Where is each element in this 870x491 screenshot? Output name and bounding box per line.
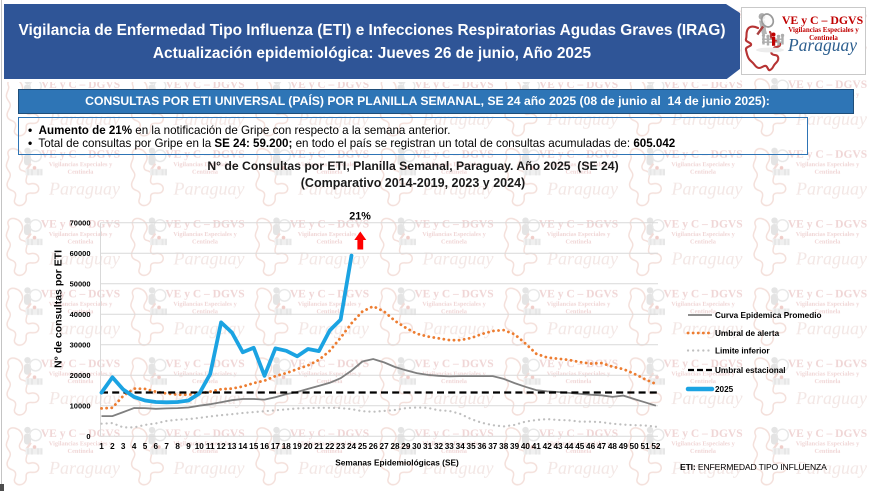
svg-text:Limite inferior: Limite inferior bbox=[715, 347, 770, 356]
svg-text:20: 20 bbox=[303, 442, 313, 451]
svg-text:30: 30 bbox=[412, 442, 422, 451]
svg-text:40000: 40000 bbox=[70, 310, 91, 319]
svg-text:43: 43 bbox=[553, 442, 563, 451]
svg-text:51: 51 bbox=[640, 442, 650, 451]
svg-text:44: 44 bbox=[564, 442, 574, 451]
svg-text:39: 39 bbox=[510, 442, 520, 451]
svg-text:17: 17 bbox=[271, 442, 281, 451]
svg-text:6: 6 bbox=[154, 442, 159, 451]
svg-text:22: 22 bbox=[325, 442, 335, 451]
svg-text:47: 47 bbox=[597, 442, 607, 451]
svg-text:35: 35 bbox=[467, 442, 477, 451]
svg-text:ETI: ENFERMEDAD TIPO INFLUENZA: ETI: ENFERMEDAD TIPO INFLUENZA bbox=[680, 462, 827, 472]
svg-text:31: 31 bbox=[423, 442, 433, 451]
svg-text:40: 40 bbox=[521, 442, 531, 451]
svg-text:13: 13 bbox=[227, 442, 237, 451]
svg-text:Umbral estacional: Umbral estacional bbox=[715, 366, 786, 375]
svg-text:3: 3 bbox=[121, 442, 126, 451]
svg-text:25: 25 bbox=[358, 442, 368, 451]
svg-text:1: 1 bbox=[99, 442, 104, 451]
svg-text:36: 36 bbox=[477, 442, 487, 451]
svg-text:27: 27 bbox=[380, 442, 390, 451]
svg-text:33: 33 bbox=[445, 442, 455, 451]
svg-text:37: 37 bbox=[488, 442, 498, 451]
svg-text:8: 8 bbox=[175, 442, 180, 451]
svg-text:Curva Epidemica Promedio: Curva Epidemica Promedio bbox=[715, 311, 821, 320]
svg-text:29: 29 bbox=[401, 442, 411, 451]
svg-text:45: 45 bbox=[575, 442, 585, 451]
svg-text:2025: 2025 bbox=[715, 385, 734, 394]
svg-text:0: 0 bbox=[86, 432, 90, 441]
svg-text:38: 38 bbox=[499, 442, 509, 451]
svg-text:9: 9 bbox=[186, 442, 191, 451]
svg-text:24: 24 bbox=[347, 442, 357, 451]
svg-text:48: 48 bbox=[608, 442, 618, 451]
svg-text:Semanas Epidemiológicas (SE): Semanas Epidemiológicas (SE) bbox=[335, 458, 459, 468]
svg-text:19: 19 bbox=[293, 442, 303, 451]
svg-text:4: 4 bbox=[132, 442, 137, 451]
svg-text:18: 18 bbox=[282, 442, 292, 451]
svg-text:15: 15 bbox=[249, 442, 259, 451]
svg-text:32: 32 bbox=[434, 442, 444, 451]
svg-text:52: 52 bbox=[651, 442, 661, 451]
svg-text:2: 2 bbox=[110, 442, 115, 451]
svg-text:N° de consultas por ETI: N° de consultas por ETI bbox=[53, 250, 65, 368]
svg-text:70000: 70000 bbox=[70, 218, 91, 227]
svg-text:26: 26 bbox=[369, 442, 379, 451]
svg-text:20000: 20000 bbox=[70, 371, 91, 380]
svg-text:11: 11 bbox=[206, 442, 215, 451]
svg-text:21: 21 bbox=[314, 442, 324, 451]
svg-text:34: 34 bbox=[456, 442, 466, 451]
svg-text:14: 14 bbox=[238, 442, 248, 451]
svg-text:46: 46 bbox=[586, 442, 596, 451]
svg-text:10: 10 bbox=[195, 442, 205, 451]
svg-text:7: 7 bbox=[164, 442, 169, 451]
svg-text:21%: 21% bbox=[349, 211, 371, 223]
svg-text:42: 42 bbox=[543, 442, 553, 451]
svg-text:49: 49 bbox=[619, 442, 629, 451]
svg-text:41: 41 bbox=[532, 442, 542, 451]
svg-text:50: 50 bbox=[630, 442, 640, 451]
svg-text:23: 23 bbox=[336, 442, 346, 451]
svg-text:10000: 10000 bbox=[70, 401, 91, 410]
svg-text:50000: 50000 bbox=[70, 279, 91, 288]
svg-text:60000: 60000 bbox=[70, 249, 91, 258]
svg-text:16: 16 bbox=[260, 442, 270, 451]
svg-text:12: 12 bbox=[217, 442, 227, 451]
svg-text:28: 28 bbox=[390, 442, 400, 451]
svg-text:5: 5 bbox=[143, 442, 148, 451]
svg-text:Umbral de alerta: Umbral de alerta bbox=[715, 329, 780, 338]
svg-text:30000: 30000 bbox=[70, 340, 91, 349]
